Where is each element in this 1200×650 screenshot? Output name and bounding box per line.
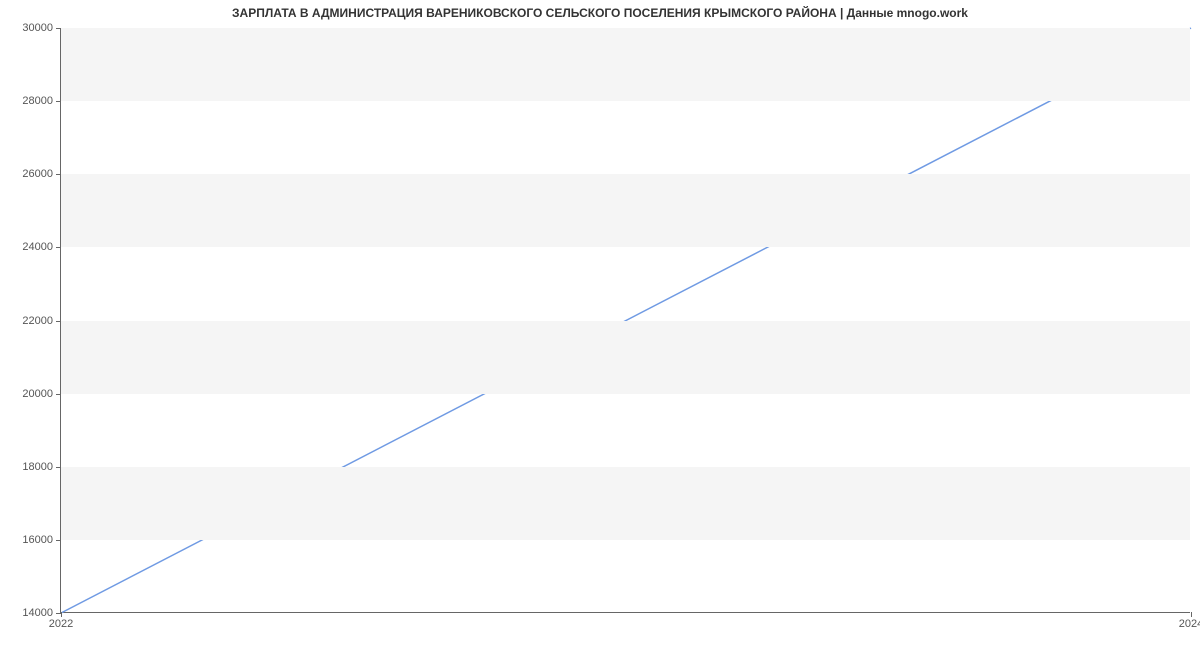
line-chart: ЗАРПЛАТА В АДМИНИСТРАЦИЯ ВАРЕНИКОВСКОГО … [0, 0, 1200, 650]
y-tick-mark [56, 540, 61, 541]
x-tick-label: 2024 [1179, 618, 1200, 630]
x-tick-label: 2022 [49, 618, 73, 630]
y-tick-mark [56, 394, 61, 395]
y-tick-label: 20000 [22, 388, 53, 400]
y-tick-mark [56, 467, 61, 468]
y-tick-label: 30000 [22, 22, 53, 34]
y-tick-label: 24000 [22, 241, 53, 253]
plot-band [61, 467, 1190, 540]
x-tick-mark [61, 612, 62, 617]
y-tick-mark [56, 28, 61, 29]
y-tick-mark [56, 247, 61, 248]
y-tick-mark [56, 174, 61, 175]
y-tick-label: 16000 [22, 534, 53, 546]
chart-title: ЗАРПЛАТА В АДМИНИСТРАЦИЯ ВАРЕНИКОВСКОГО … [0, 6, 1200, 20]
y-tick-label: 28000 [22, 95, 53, 107]
y-tick-mark [56, 101, 61, 102]
plot-area: 1400016000180002000022000240002600028000… [60, 28, 1190, 613]
plot-band [61, 174, 1190, 247]
y-tick-mark [56, 321, 61, 322]
plot-band [61, 28, 1190, 101]
y-tick-label: 26000 [22, 168, 53, 180]
y-tick-label: 18000 [22, 461, 53, 473]
plot-band [61, 321, 1190, 394]
x-tick-mark [1191, 612, 1192, 617]
y-tick-label: 22000 [22, 315, 53, 327]
